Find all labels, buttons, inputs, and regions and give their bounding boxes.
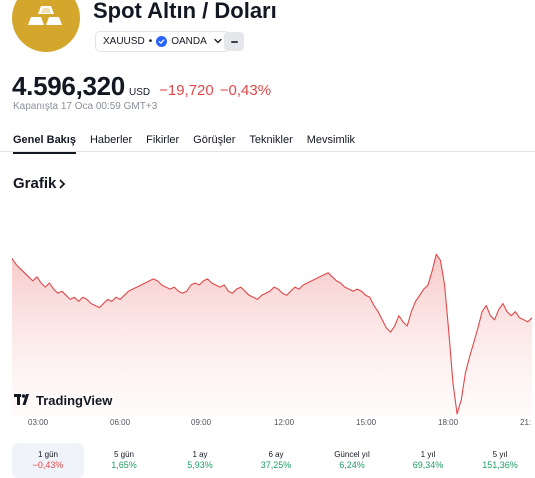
chevron-right-icon [59, 179, 66, 188]
period-label: 5 gün [113, 450, 135, 459]
period-value: −0,43% [32, 460, 64, 470]
tab-seasonals[interactable]: Mevsimlik [306, 134, 356, 146]
tab-news[interactable]: Haberler [89, 134, 133, 146]
period-label: 5 yıl [492, 450, 508, 459]
gold-bars-logo [12, 0, 80, 52]
exchange-label: OANDA [171, 36, 207, 47]
price-change-percent: −0,43% [219, 82, 272, 99]
x-tick-label: 15:00 [356, 418, 377, 427]
period-value: 69,34% [412, 460, 444, 470]
price-line [11, 253, 533, 415]
market-status: Kapanışta 17 Oca 00:59 GMT+3 [13, 101, 158, 112]
period-label: Güncel yıl [334, 450, 370, 459]
tradingview-logo[interactable]: TradingView [14, 393, 112, 408]
chart-section-link[interactable]: Grafik [13, 175, 66, 192]
last-price: 4.596,320 [12, 71, 125, 101]
symbol-label: XAUUSD [103, 36, 145, 47]
tradingview-icon [14, 393, 32, 408]
period-ytd-button[interactable]: Güncel yıl 6,24% [316, 443, 388, 478]
price-change: −19,720 [159, 82, 214, 99]
price-chart[interactable] [0, 228, 535, 416]
period-value: 37,25% [260, 460, 292, 470]
minus-icon [230, 40, 238, 43]
tab-ideas[interactable]: Fikirler [146, 134, 180, 146]
x-tick-label: 18:00 [438, 418, 459, 427]
tradingview-brand: TradingView [36, 393, 113, 408]
x-tick-label: 09:00 [191, 418, 212, 427]
symbol-separator: • [148, 36, 153, 47]
period-value: 6,24% [339, 460, 365, 470]
tab-opinions[interactable]: Görüşler [193, 134, 236, 146]
page-title: Spot Altın / Doları [93, 0, 277, 23]
x-tick-label: 12:00 [274, 418, 295, 427]
period-performance-bar: 1 gün −0,43% 5 gün 1,65% 1 ay 5,93% 6 ay… [12, 443, 535, 478]
tab-overview[interactable]: Genel Bakış [13, 134, 76, 154]
period-label: 6 ay [268, 450, 284, 459]
gold-bars-icon [28, 6, 62, 25]
symbol-selector[interactable]: XAUUSD • OANDA [95, 31, 230, 52]
period-value: 151,36% [482, 460, 518, 470]
chart-section-title: Grafik [13, 175, 57, 192]
price-row: 4.596,320 USD −19,720 −0,43% [12, 71, 271, 102]
currency-label: USD [128, 87, 151, 98]
period-5d-button[interactable]: 5 gün 1,65% [88, 443, 160, 478]
period-1y-button[interactable]: 1 yıl 69,34% [392, 443, 464, 478]
period-value: 1,65% [111, 460, 137, 470]
verified-check-icon [156, 36, 168, 47]
period-5y-button[interactable]: 5 yıl 151,36% [464, 443, 535, 478]
period-value: 5,93% [187, 460, 213, 470]
chevron-down-icon [214, 36, 222, 47]
period-label: 1 ay [192, 450, 208, 459]
period-1m-button[interactable]: 1 ay 5,93% [164, 443, 236, 478]
more-options-button[interactable] [224, 32, 244, 51]
x-tick-label: 06:00 [110, 418, 131, 427]
tab-technicals[interactable]: Teknikler [249, 134, 293, 146]
tabs-divider [0, 151, 535, 152]
x-tick-label: 21: [520, 418, 532, 427]
period-label: 1 yıl [420, 450, 436, 459]
period-1d-button[interactable]: 1 gün −0,43% [12, 443, 84, 478]
price-area-fill [12, 254, 532, 416]
x-tick-label: 03:00 [28, 418, 49, 427]
tab-bar: Genel Bakış Haberler Fikirler Görüşler T… [13, 134, 355, 154]
period-6m-button[interactable]: 6 ay 37,25% [240, 443, 312, 478]
period-label: 1 gün [37, 450, 59, 459]
